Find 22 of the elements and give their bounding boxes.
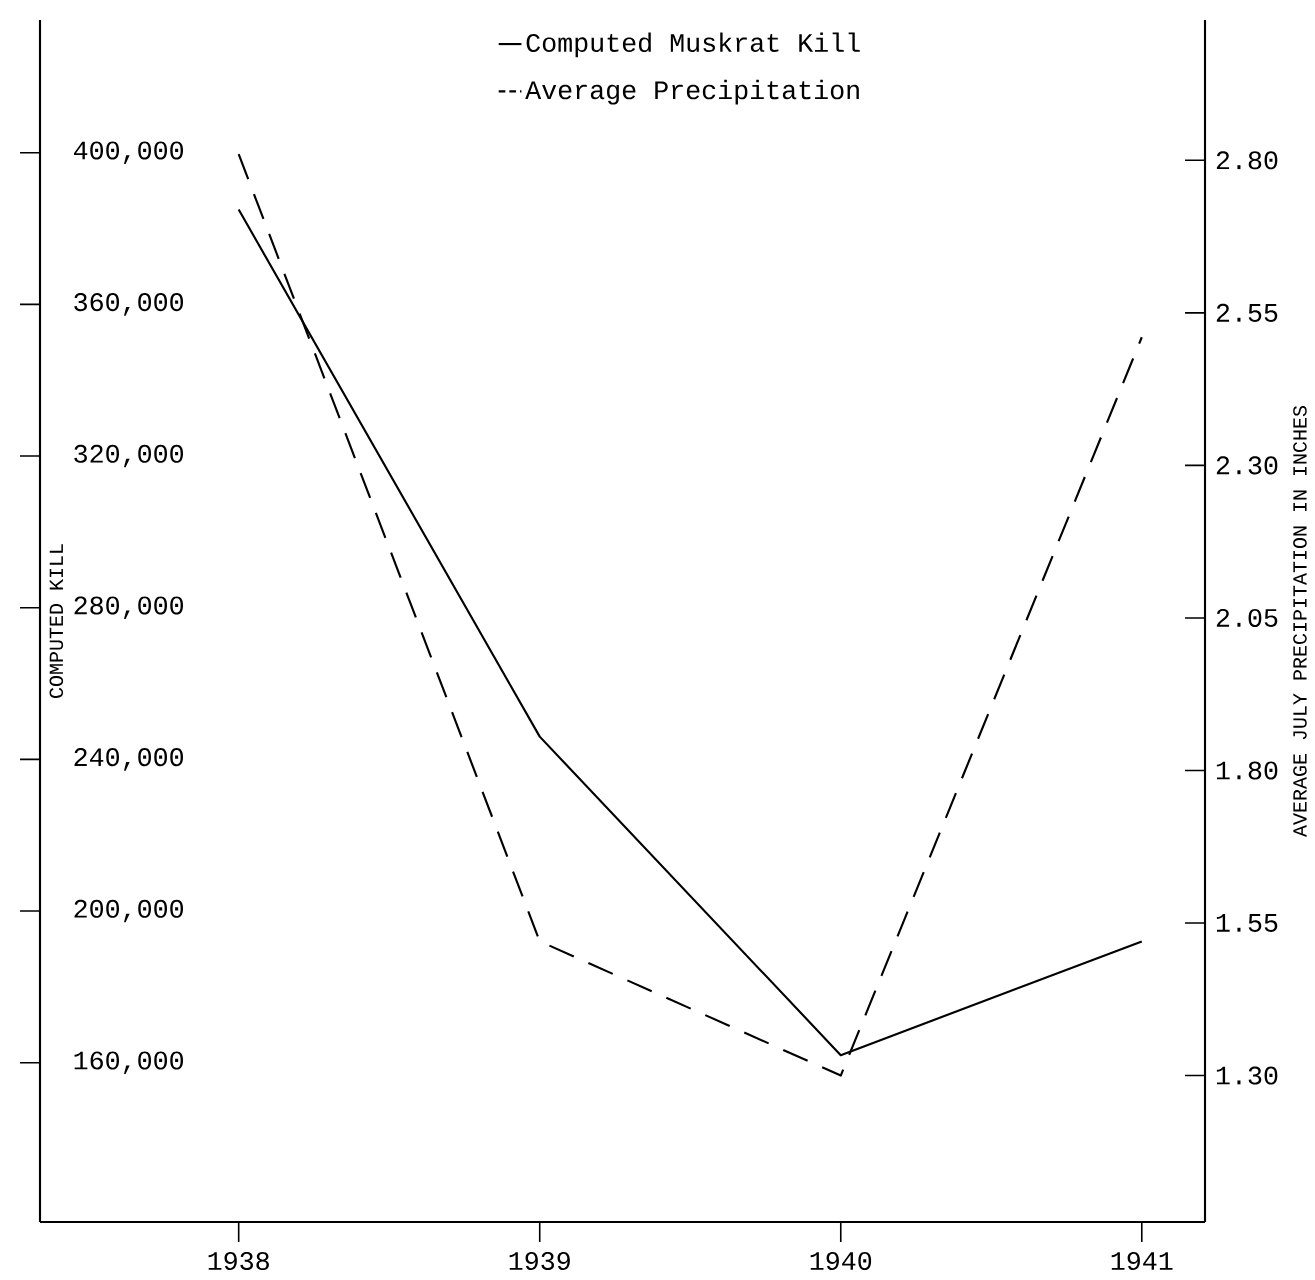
y2-tick-label: 2.30 [1216,456,1278,475]
x-tick-label: 1941 [1111,1251,1173,1271]
y-tick-label: 240,000 [74,748,184,771]
y-tick-label: 360,000 [74,293,184,316]
y2-tick-label: 1.80 [1216,761,1278,780]
y2-tick-label: 1.30 [1216,1066,1278,1085]
y2-tick-label: 2.55 [1216,303,1278,322]
legend-label: Average Precipitation [525,79,859,105]
y2-tick-label: 2.05 [1216,608,1278,627]
x-tick-label: 1940 [810,1251,872,1271]
y-axis-title: COMPUTED KILL [49,544,64,698]
legend-label: Computed Muskrat Kill [526,32,860,58]
x-tick-label: 1939 [509,1251,570,1271]
y-tick-label: 160,000 [74,1051,184,1075]
y2-tick-label: 1.55 [1216,914,1278,932]
y-tick-label: 400,000 [73,141,184,164]
y2-axis-title: AVERAGE JULY PRECIPITATION IN INCHES [1293,406,1307,838]
y-tick-label: 280,000 [74,596,184,619]
y-tick-label: 200,000 [74,899,184,923]
x-tick-label: 1938 [208,1251,269,1271]
y2-tick-label: 2.80 [1216,151,1278,170]
y-tick-label: 320,000 [74,444,184,468]
